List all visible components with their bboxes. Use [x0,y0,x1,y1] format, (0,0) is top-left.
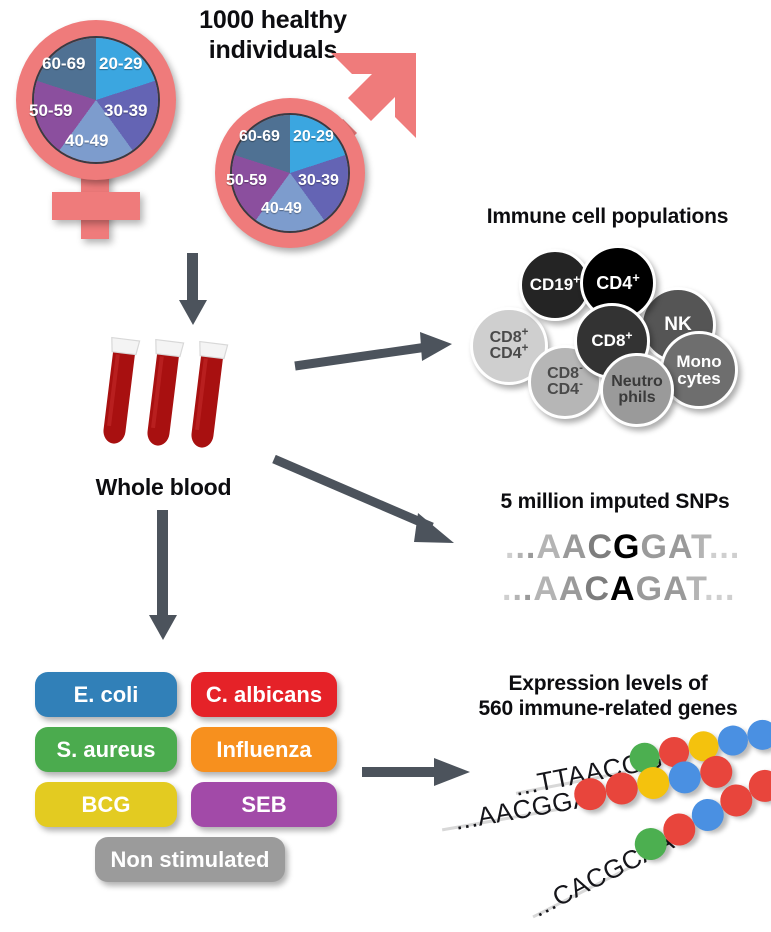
female-age-label-60-69: 60-69 [42,54,86,73]
cell-label-line-2: CD4- [547,378,583,398]
stimulation-pill-bcg[interactable]: BCG [35,782,177,827]
female-gender-symbol: 20-29 30-39 40-49 50-59 60-69 [8,14,188,244]
cell-label-line-1: CD8+ [489,326,529,346]
snp-variant-2: A [610,570,636,608]
cell-label: CD19+ [529,272,581,295]
stimulation-label: SEB [241,791,287,817]
male-age-label-50-59: 50-59 [226,172,267,189]
expression-bead [666,758,704,796]
expression-bead [634,764,672,802]
snp-panel-heading: 5 million imputed SNPs [500,490,730,513]
cell-label: CD4+ [596,269,640,293]
pie-slice-20-29 [34,38,158,162]
male-age-label-40-49: 40-49 [261,200,302,217]
cell-label: CD8+ [591,328,633,351]
cell-label: NK [664,314,692,336]
immune-cell-cluster: CD8+ CD4+ CD19+ NK CD4+ CD8- CD4- Mono c… [470,245,760,427]
stimulation-label: Non stimulated [110,846,270,872]
immune-cell-cd19-positive: CD19+ [519,249,591,321]
arrow-down-blood-to-stimulation [149,510,177,640]
expression-heading-line2: 560 immune-related genes [478,696,738,720]
whole-blood-label: Whole blood [95,474,232,500]
female-age-label-50-59: 50-59 [29,101,73,120]
blood-tube-1 [94,333,146,455]
arrow-stimulation-to-expression [362,758,470,786]
stimulation-label: S. aureus [56,736,156,762]
cohort-heading-line2: individuals [208,35,338,64]
cell-label-line-1: Mono [676,351,722,371]
male-gender-symbol: 20-29 30-39 40-49 50-59 60-69 [205,50,420,250]
stimulation-pill-seb[interactable]: SEB [191,782,337,827]
immune-cell-neutrophils: Neutro phils [600,353,674,427]
immune-panel-heading: Immune cell populations [486,205,729,228]
arrow-blood-to-immune-cells [294,332,452,371]
male-age-label-60-69: 60-69 [239,128,280,145]
stimulation-pill-ecoli[interactable]: E. coli [35,672,177,717]
cell-label-line-1: CD8- [547,362,583,382]
cell-label-line-2: CD4+ [489,342,529,362]
whole-blood-tubes [95,335,260,455]
stimulation-pill-saureus[interactable]: S. aureus [35,727,177,772]
cohort-heading: 1000 healthy individuals [168,6,378,65]
cell-label-line-1: Neutro [611,372,663,390]
blood-tube-3 [182,337,234,459]
stimulation-panel: E. coli C. albicans S. aureus Influenza … [35,672,337,892]
male-age-pie [230,113,350,233]
snp-variant-1: G [613,528,641,566]
stimulation-pill-influenza[interactable]: Influenza [191,727,337,772]
stimulation-pill-calbicans[interactable]: C. albicans [191,672,337,717]
female-age-label-40-49: 40-49 [65,131,109,150]
expression-bead [603,770,641,808]
snp-allele-2: ...AACAGAT... [502,570,736,608]
cohort-heading-line1: 1000 healthy [199,6,347,34]
pie-slice-male [232,115,348,231]
arrow-down-cohort-to-blood [179,253,207,325]
snp-allele-1: ...AACGGAT... [505,528,741,566]
male-age-label-30-39: 30-39 [298,172,339,189]
female-age-pie [32,36,160,164]
stimulation-label: C. albicans [205,681,323,707]
expression-panel-heading: Expression levels of 560 immune-related … [453,672,763,722]
arrow-blood-to-snps [272,455,454,543]
stimulation-pill-non-stimulated[interactable]: Non stimulated [95,837,285,882]
expression-strand-cluster: ...TTAACGG ...AACGGAT ...CACGCAA [441,717,771,923]
expression-heading-line1: Expression levels of [508,672,708,695]
stimulation-label: E. coli [73,681,139,707]
female-age-label-30-39: 30-39 [104,101,148,120]
male-age-label-20-29: 20-29 [293,128,334,145]
cell-label-line-2: cytes [677,369,721,388]
expression-bead [715,722,751,759]
stimulation-label: BCG [81,791,131,817]
cell-label-line-2: phils [618,389,656,406]
expression-bead [744,717,771,753]
stimulation-label: Influenza [216,736,312,762]
female-age-label-20-29: 20-29 [99,54,143,73]
female-symbol-bar [52,192,140,220]
blood-tube-2 [138,335,190,457]
